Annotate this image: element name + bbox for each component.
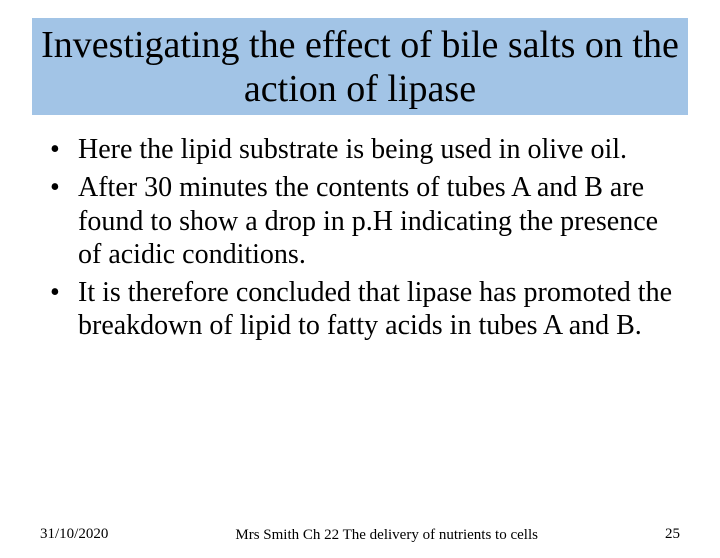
list-item: Here the lipid substrate is being used i… [40, 133, 680, 167]
title-bar: Investigating the effect of bile salts o… [32, 18, 688, 115]
footer-date: 31/10/2020 [40, 526, 108, 543]
bullet-list: Here the lipid substrate is being used i… [40, 133, 680, 343]
slide-footer: 31/10/2020 Mrs Smith Ch 22 The delivery … [0, 526, 720, 544]
slide-content: Here the lipid substrate is being used i… [40, 133, 680, 343]
footer-page-number: 25 [665, 526, 680, 543]
list-item: It is therefore concluded that lipase ha… [40, 276, 680, 343]
slide-title: Investigating the effect of bile salts o… [32, 24, 688, 111]
list-item: After 30 minutes the contents of tubes A… [40, 171, 680, 272]
footer-center: Mrs Smith Ch 22 The delivery of nutrient… [108, 526, 665, 544]
